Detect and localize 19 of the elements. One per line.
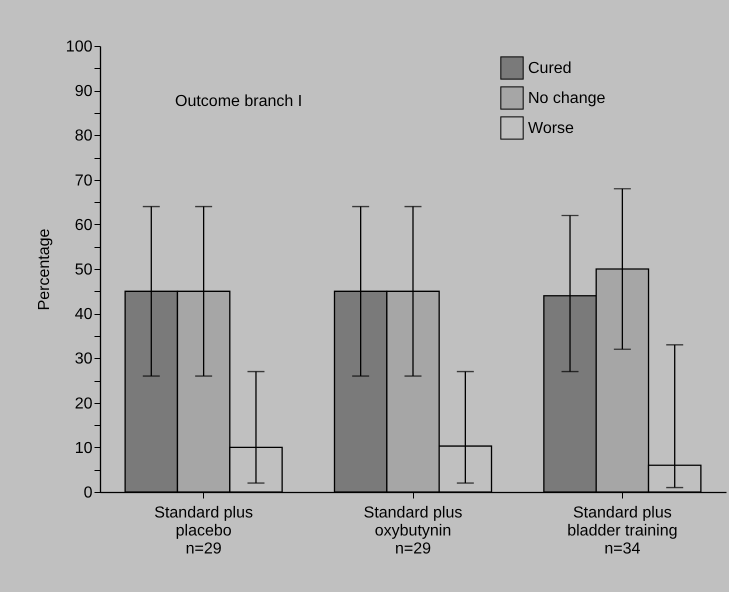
y-tick-label: 100 bbox=[66, 38, 93, 56]
y-tick-label: 60 bbox=[74, 216, 93, 234]
y-tick-label: 20 bbox=[74, 395, 93, 412]
legend-label: Cured bbox=[528, 60, 572, 77]
y-tick-label: 10 bbox=[74, 440, 93, 457]
y-axis-title: Percentage bbox=[36, 228, 53, 310]
y-tick-label: 90 bbox=[74, 83, 93, 100]
legend-label: Worse bbox=[528, 120, 574, 137]
x-tick-label: Standard plus placebo n=29 bbox=[154, 504, 254, 558]
annotation: Outcome branch I bbox=[175, 93, 302, 110]
y-tick-label: 0 bbox=[84, 484, 93, 502]
y-tick-label: 50 bbox=[74, 262, 93, 278]
x-tick-label: Standard plus oxybutynin n=29 bbox=[364, 504, 462, 558]
legend-label: No change bbox=[528, 90, 606, 107]
y-tick-label: 70 bbox=[74, 172, 93, 190]
x-tick-label: Standard plus bladder training n=34 bbox=[567, 504, 678, 558]
y-tick-label: 30 bbox=[74, 350, 93, 368]
y-tick-label: 80 bbox=[74, 128, 93, 145]
y-tick-label: 40 bbox=[74, 306, 93, 324]
